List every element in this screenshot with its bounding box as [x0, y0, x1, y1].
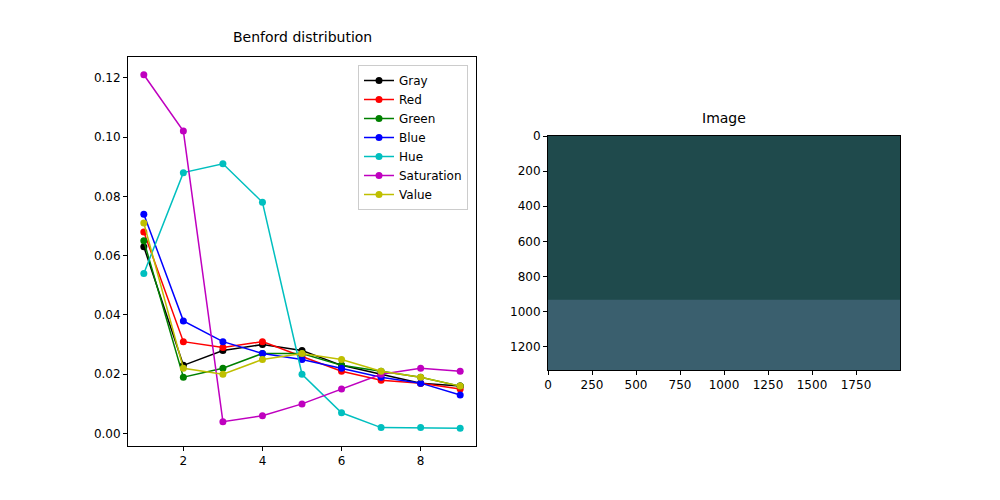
- svg-text:500: 500: [625, 378, 648, 392]
- svg-text:Blue: Blue: [399, 131, 426, 145]
- svg-text:0.00: 0.00: [94, 427, 121, 441]
- svg-text:Green: Green: [399, 112, 435, 126]
- svg-text:0: 0: [544, 378, 552, 392]
- svg-text:0.08: 0.08: [94, 190, 121, 204]
- svg-text:Value: Value: [399, 188, 432, 202]
- svg-text:1000: 1000: [709, 378, 740, 392]
- svg-text:0: 0: [533, 129, 541, 143]
- svg-text:1200: 1200: [510, 340, 541, 354]
- svg-text:Saturation: Saturation: [399, 169, 462, 183]
- svg-text:0.06: 0.06: [94, 249, 121, 263]
- svg-text:750: 750: [669, 378, 692, 392]
- svg-text:1000: 1000: [510, 305, 541, 319]
- svg-text:8: 8: [417, 454, 425, 468]
- svg-text:1750: 1750: [841, 378, 872, 392]
- svg-text:Red: Red: [399, 93, 422, 107]
- svg-text:Gray: Gray: [399, 74, 428, 88]
- svg-text:200: 200: [518, 164, 541, 178]
- svg-text:Image: Image: [702, 110, 746, 126]
- svg-text:0.12: 0.12: [94, 71, 121, 85]
- svg-text:0.04: 0.04: [94, 308, 121, 322]
- svg-text:2: 2: [180, 454, 188, 468]
- svg-text:0.10: 0.10: [94, 130, 121, 144]
- svg-text:250: 250: [581, 378, 604, 392]
- svg-text:Benford distribution: Benford distribution: [233, 29, 372, 45]
- svg-text:1500: 1500: [797, 378, 828, 392]
- svg-text:1250: 1250: [753, 378, 784, 392]
- svg-text:4: 4: [259, 454, 267, 468]
- svg-text:400: 400: [518, 199, 541, 213]
- svg-text:Hue: Hue: [399, 150, 423, 164]
- svg-text:800: 800: [518, 270, 541, 284]
- svg-text:6: 6: [338, 454, 346, 468]
- svg-text:0.02: 0.02: [94, 367, 121, 381]
- svg-text:600: 600: [518, 235, 541, 249]
